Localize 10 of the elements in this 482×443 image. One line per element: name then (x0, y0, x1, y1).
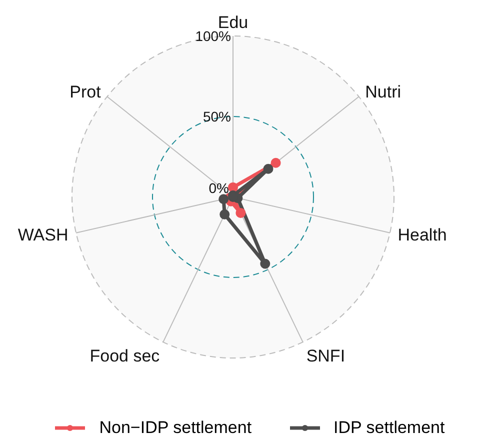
spoke-label: Nutri (365, 82, 402, 102)
spoke-label: WASH (18, 226, 68, 245)
y-tick-label: 0% (208, 180, 229, 196)
legend-label: Non−IDP settlement (99, 418, 252, 438)
spoke-label: SNFI (306, 346, 346, 366)
spoke-label: Food sec (90, 346, 160, 366)
spoke-label: Prot (70, 82, 102, 102)
legend-label: IDP settlement (334, 418, 445, 438)
y-tick-label: 50% (202, 108, 231, 124)
spoke-label: Health (398, 226, 447, 245)
